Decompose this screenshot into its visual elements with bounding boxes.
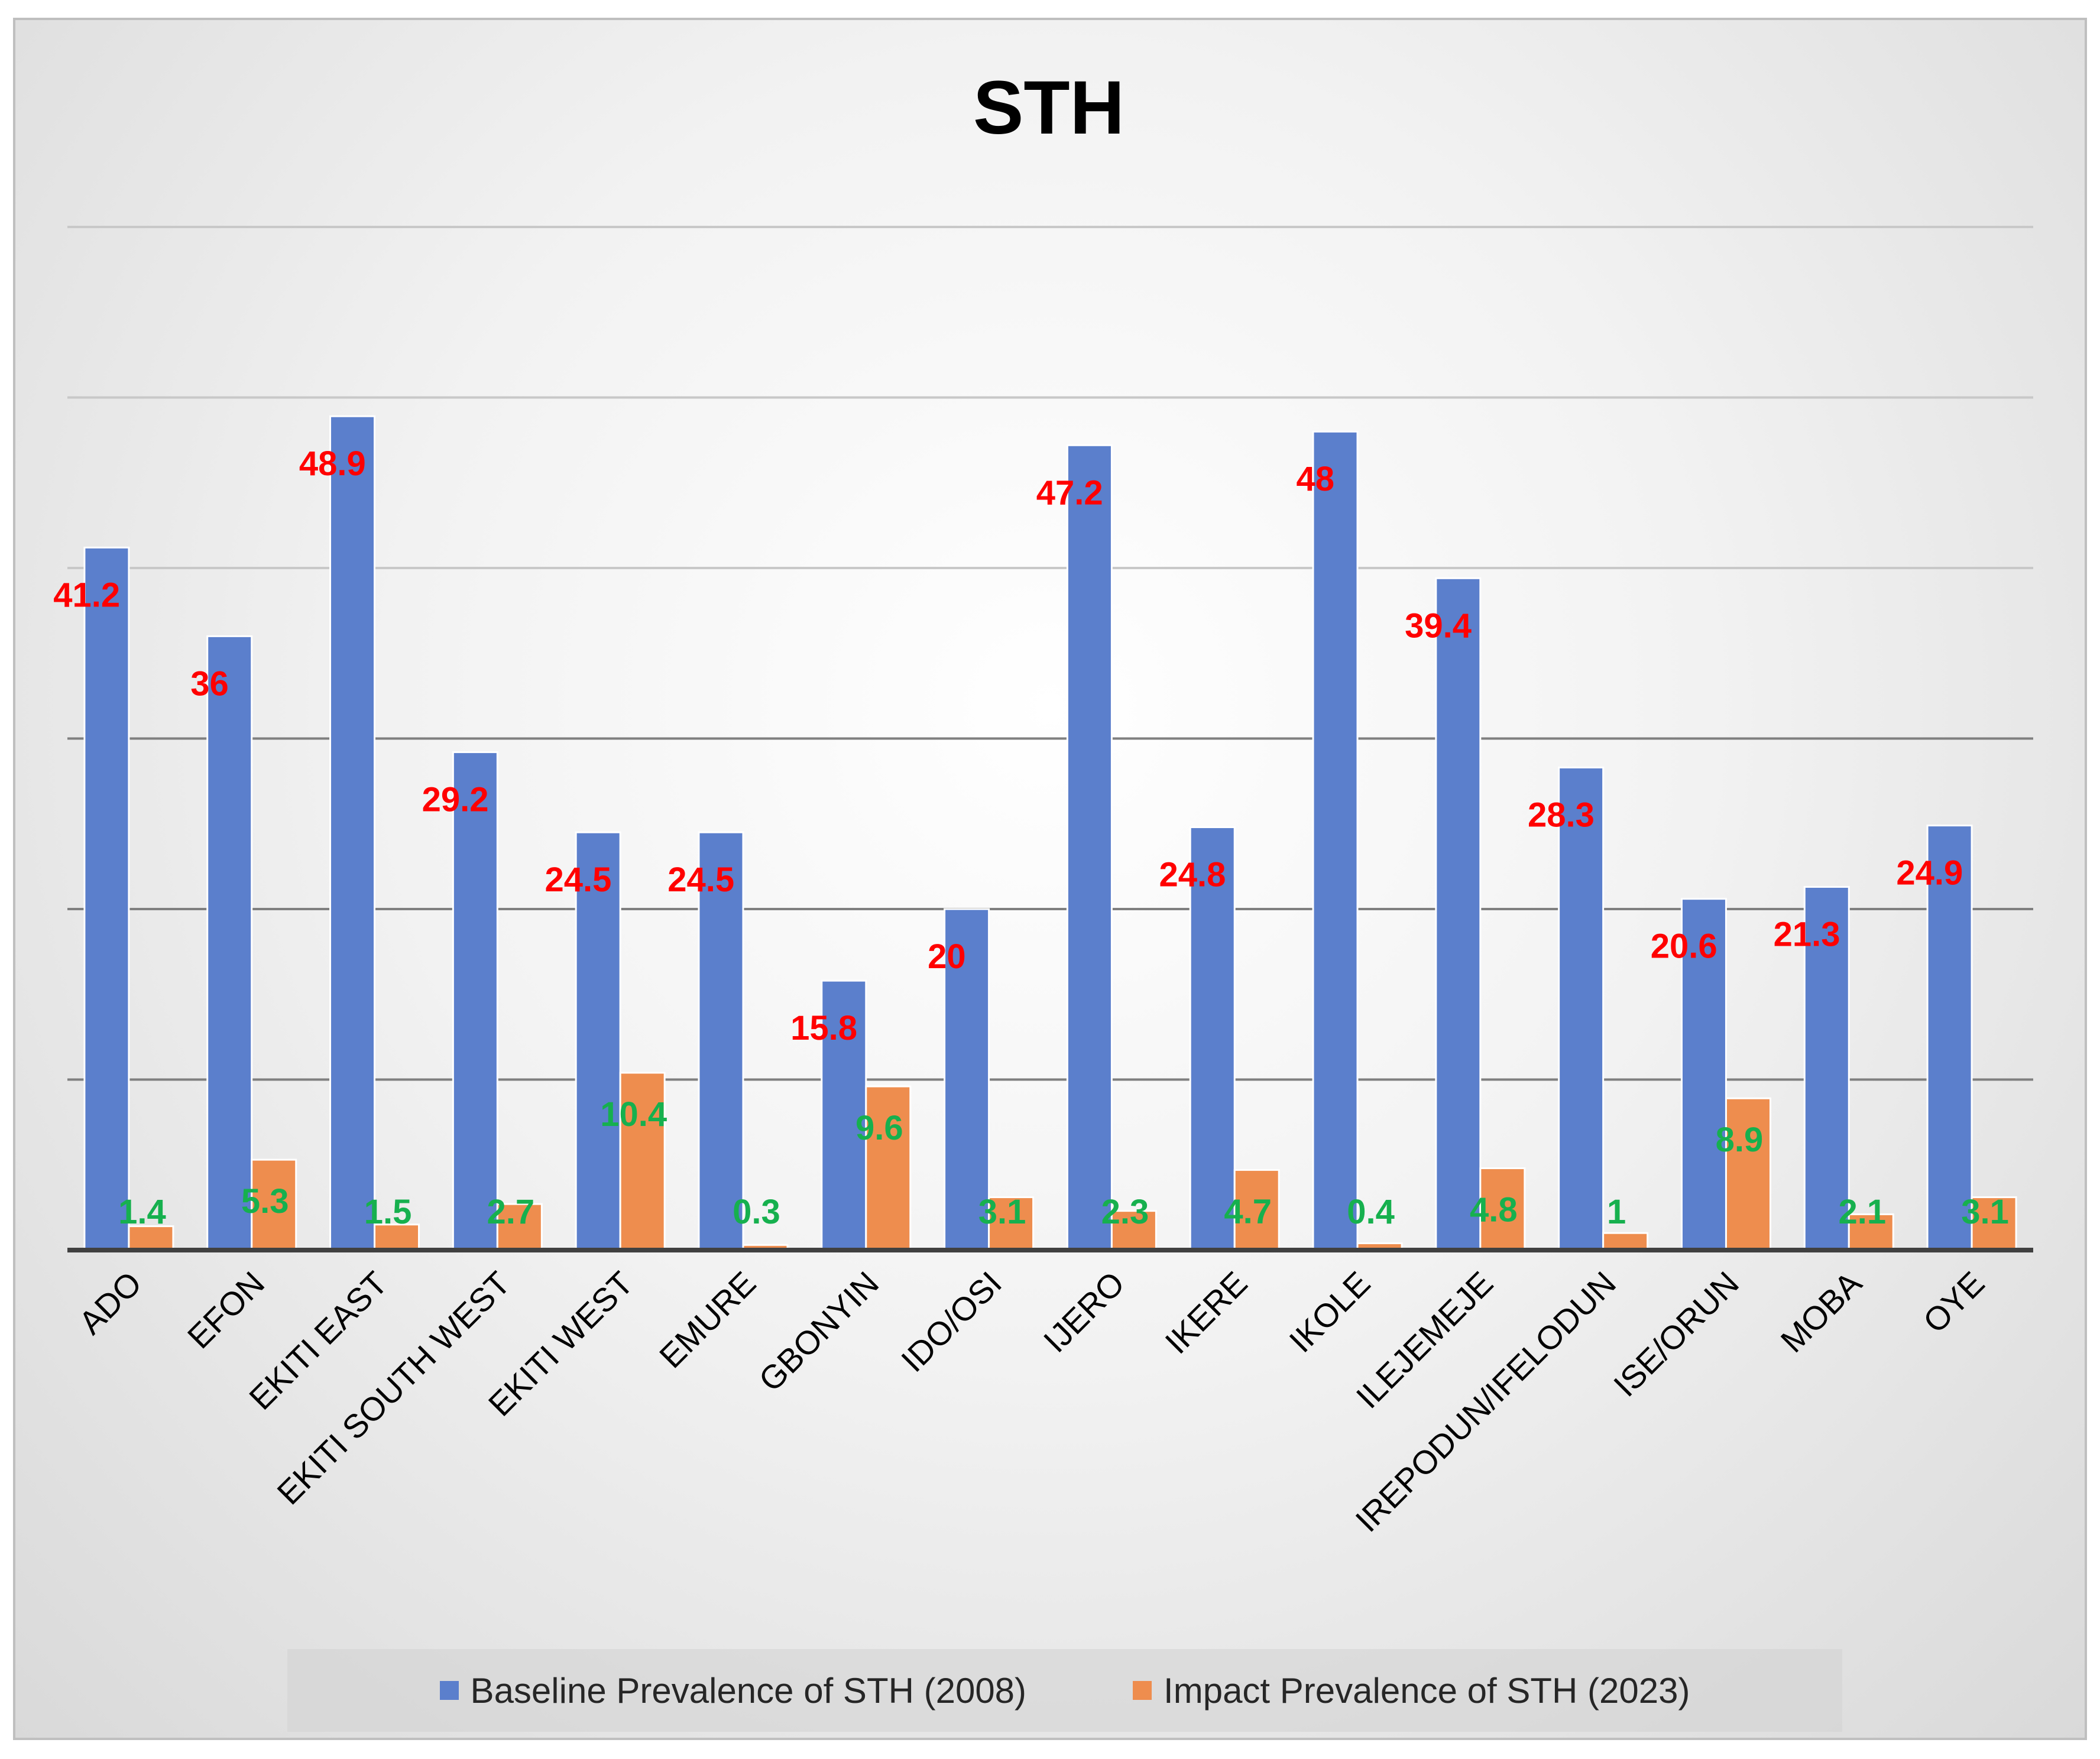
data-label-baseline: 47.2 (1036, 473, 1103, 512)
legend-label-impact: Impact Prevalence of STH (2023) (1164, 1670, 1690, 1711)
bar-baseline (83, 546, 130, 1251)
bar-baseline (1680, 898, 1727, 1251)
chart-frame: STH 41.2 1.4 36 5.3 48.9 1.5 29.2 2.7 24.5 10.4 24… (13, 18, 2087, 1740)
x-tick-label: IKERE (1158, 1264, 1254, 1361)
bar-baseline (1926, 825, 1973, 1251)
data-labels: 41.21.4365.348.91.529.22.724.510.424.50.… (53, 444, 2009, 1231)
x-tick-label: EFON (180, 1264, 272, 1356)
data-label-baseline: 28.3 (1528, 796, 1595, 835)
data-label-impact: 2.1 (1838, 1193, 1886, 1231)
data-label-baseline: 48.9 (299, 444, 366, 483)
x-tick-label: EKITI SOUTH WEST (270, 1264, 517, 1512)
bar-baseline (1558, 767, 1605, 1251)
bar-baseline (698, 831, 744, 1251)
bar-baseline (1435, 577, 1482, 1251)
bar-baseline (329, 415, 376, 1251)
data-label-baseline: 29.2 (422, 781, 489, 819)
x-tick-label: IDO/OSI (894, 1264, 1009, 1379)
bar-impact (1848, 1213, 1894, 1251)
chart-canvas: STH 41.21.4365.348.91.529.22.724.510.424… (53, 66, 2033, 1539)
x-tick-label: GBONYIN (751, 1264, 886, 1398)
bar-impact (1110, 1210, 1157, 1251)
data-label-impact: 3.1 (1961, 1193, 2009, 1231)
data-label-impact: 9.6 (855, 1109, 903, 1147)
x-tick-label: IREPODUN/IFELODUN (1348, 1264, 1623, 1539)
legend-swatch-baseline (439, 1681, 459, 1700)
data-label-baseline: 24.8 (1159, 856, 1226, 894)
bar-impact (374, 1223, 420, 1251)
data-label-impact: 1.5 (364, 1193, 412, 1231)
bar-impact (1602, 1232, 1649, 1251)
data-label-baseline: 15.8 (790, 1009, 857, 1047)
x-tick-label: EMURE (652, 1264, 763, 1375)
x-tick-label: OYE (1916, 1264, 1991, 1340)
data-label-impact: 0.3 (733, 1193, 780, 1231)
legend-label-baseline: Baseline Prevalence of STH (2008) (470, 1670, 1027, 1711)
data-label-baseline: 36 (190, 664, 229, 703)
data-label-impact: 8.9 (1716, 1121, 1764, 1159)
bar-baseline (452, 751, 498, 1251)
data-label-baseline: 21.3 (1774, 915, 1840, 953)
bar-baseline (821, 979, 867, 1251)
x-tick-label: ADO (72, 1264, 148, 1341)
bar-baseline (1066, 444, 1113, 1251)
bar-baseline (1312, 430, 1359, 1251)
data-label-impact: 4.7 (1224, 1192, 1272, 1231)
bar-baseline (1189, 826, 1236, 1251)
x-tick-label: ISE/ORUN (1606, 1264, 1746, 1404)
bar-impact (865, 1085, 912, 1251)
bar-baseline (206, 635, 253, 1251)
bar-impact (128, 1225, 174, 1251)
data-label-baseline: 41.2 (53, 576, 120, 614)
data-label-impact: 2.7 (487, 1193, 535, 1231)
data-label-impact: 10.4 (600, 1095, 667, 1134)
x-tick-label: IKOLE (1282, 1264, 1377, 1359)
data-label-impact: 1 (1607, 1193, 1626, 1231)
legend-item-impact: Impact Prevalence of STH (2023) (1133, 1670, 1690, 1711)
data-label-baseline: 24.9 (1896, 854, 1963, 893)
data-label-impact: 3.1 (978, 1193, 1026, 1231)
bar-impact (619, 1072, 666, 1251)
bar-baseline (1803, 885, 1850, 1251)
data-label-impact: 1.4 (118, 1193, 166, 1231)
legend: Baseline Prevalence of STH (2008) Impact… (287, 1649, 1842, 1732)
legend-swatch-impact (1133, 1681, 1152, 1700)
data-label-baseline: 20 (928, 937, 966, 976)
bars (83, 415, 2017, 1251)
data-label-baseline: 48 (1297, 460, 1335, 498)
data-label-baseline: 20.6 (1651, 927, 1717, 966)
data-label-baseline: 24.5 (667, 861, 734, 899)
data-label-impact: 5.3 (241, 1182, 289, 1221)
x-tick-label: MOBA (1774, 1264, 1869, 1359)
chart-title: STH (973, 66, 1124, 150)
x-tick-label: IJERO (1036, 1264, 1132, 1359)
data-label-baseline: 24.5 (545, 861, 611, 899)
data-label-impact: 2.3 (1101, 1193, 1149, 1231)
data-label-baseline: 39.4 (1405, 606, 1472, 645)
data-label-impact: 4.8 (1470, 1191, 1518, 1229)
data-label-impact: 0.4 (1347, 1193, 1395, 1231)
legend-item-baseline: Baseline Prevalence of STH (2008) (439, 1670, 1027, 1711)
bar-impact (496, 1203, 543, 1251)
bar-impact (1725, 1097, 1771, 1251)
